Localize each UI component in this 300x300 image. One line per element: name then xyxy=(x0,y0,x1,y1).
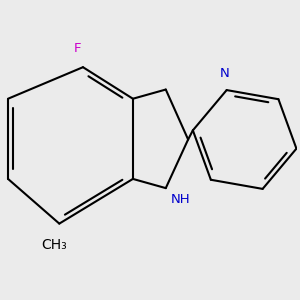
Text: NH: NH xyxy=(171,194,191,206)
Text: CH₃: CH₃ xyxy=(41,238,67,252)
Text: N: N xyxy=(220,67,230,80)
Text: F: F xyxy=(74,42,82,55)
